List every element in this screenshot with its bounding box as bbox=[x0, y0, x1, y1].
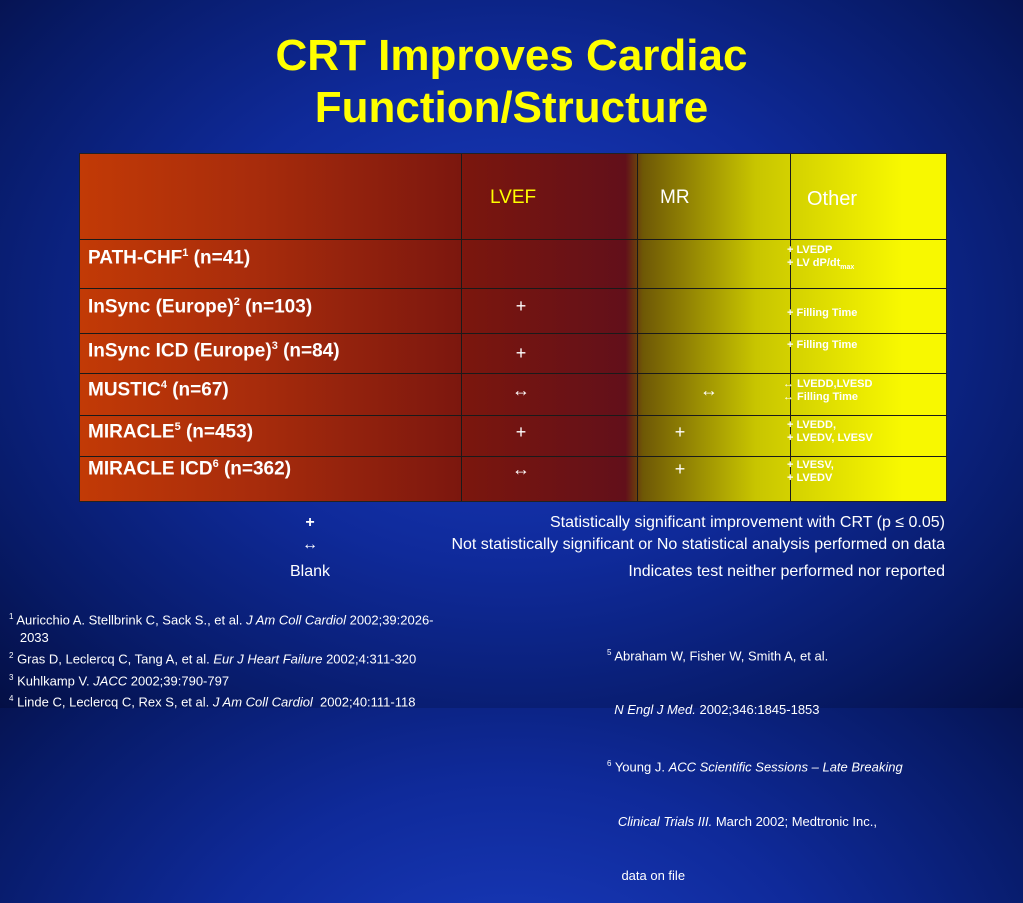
mr-cell: ↔ bbox=[700, 380, 718, 400]
lvef-cell: + bbox=[515, 422, 527, 442]
references-right: 5 Abraham W, Fisher W, Smith A, et al. N… bbox=[607, 608, 1017, 903]
title-line-1: CRT Improves Cardiac bbox=[275, 31, 748, 80]
mr-cell: + bbox=[674, 459, 686, 479]
lvef-cell: ↔ bbox=[512, 459, 530, 479]
row-label: InSync ICD (Europe)3 (n=84) bbox=[88, 340, 340, 362]
reference-item: 2 Gras D, Leclercq C, Tang A, et al. Eur… bbox=[9, 651, 417, 667]
reference-item: 5 Abraham W, Fisher W, Smith A, et al. bbox=[607, 648, 829, 664]
row-divider bbox=[80, 415, 946, 416]
title-line-2: Function/Structure bbox=[314, 83, 709, 132]
row-label: InSync (Europe)2 (n=103) bbox=[88, 296, 313, 318]
reference-item: 3 Kuhlkamp V. JACC 2002;39:790-797 bbox=[9, 672, 230, 688]
row-divider bbox=[80, 333, 946, 334]
header-lvef: LVEF bbox=[490, 187, 537, 208]
results-table: LVEF MR Other PATH-CHF1 (n=41) + LVEDP + … bbox=[79, 153, 947, 502]
other-cell: + Filling Time bbox=[787, 339, 858, 351]
reference-item: 4 Linde C, Leclercq C, Rex S, et al. J A… bbox=[9, 693, 416, 710]
reference-item: 1 Auricchio A. Stellbrink C, Sack S., et… bbox=[9, 612, 434, 628]
lvef-cell: ↔ bbox=[512, 380, 530, 400]
legend-text: Indicates test neither performed nor rep… bbox=[628, 563, 945, 580]
col-divider bbox=[461, 154, 462, 501]
lvef-cell: + bbox=[515, 343, 527, 363]
row-label: MIRACLE ICD6 (n=362) bbox=[88, 458, 292, 480]
legend-symbol-plus: + bbox=[305, 514, 315, 531]
reference-item: 6 Young J. ACC Scientific Sessions – Lat… bbox=[607, 759, 903, 775]
row-divider bbox=[80, 456, 946, 457]
other-cell: + LVEDD, + LVEDV, LVESV bbox=[787, 419, 873, 444]
col-divider bbox=[637, 154, 638, 501]
row-divider bbox=[80, 373, 946, 374]
header-other: Other bbox=[807, 188, 858, 210]
legend-text: Not statistically significant or No stat… bbox=[451, 536, 945, 553]
references-left: 1 Auricchio A. Stellbrink C, Sack S., et… bbox=[9, 608, 569, 711]
other-cell: ↔ LVEDD,LVESD ↔ Filling Time bbox=[783, 378, 873, 403]
slide-title: CRT Improves Cardiac Function/Structure bbox=[0, 30, 1023, 134]
reference-item: N Engl J Med. 2002;346:1845-1853 bbox=[614, 702, 820, 718]
other-cell: + LVESV, + LVEDV bbox=[787, 459, 834, 484]
mr-cell: + bbox=[674, 422, 686, 442]
reference-item: Clinical Trials III. March 2002; Medtron… bbox=[617, 813, 877, 829]
row-divider bbox=[80, 288, 946, 289]
lvef-cell: + bbox=[515, 296, 527, 316]
header-mr: MR bbox=[660, 187, 690, 208]
reference-item: data on file bbox=[607, 867, 686, 883]
reference-item: 2033 bbox=[9, 630, 49, 646]
legend-text: Statistically significant improvement wi… bbox=[550, 514, 945, 531]
row-divider bbox=[80, 239, 946, 240]
col-divider bbox=[790, 154, 791, 501]
row-label: MUSTIC4 (n=67) bbox=[88, 379, 229, 401]
other-cell: + Filling Time bbox=[787, 307, 858, 319]
legend-symbol-blank: Blank bbox=[289, 563, 331, 580]
legend-symbol-arrow: ↔ bbox=[302, 536, 318, 553]
row-label: PATH-CHF1 (n=41) bbox=[88, 247, 251, 269]
other-cell: + LVEDP + LV dP/dtmax bbox=[787, 244, 855, 272]
row-label: MIRACLE5 (n=453) bbox=[88, 421, 254, 443]
